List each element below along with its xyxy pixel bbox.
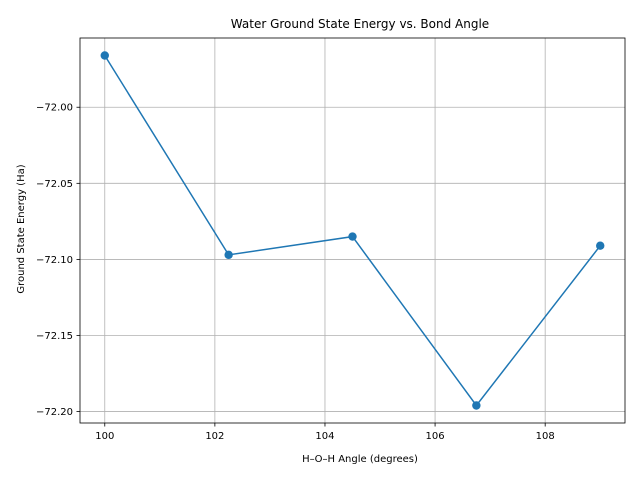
x-axis-label: H–O–H Angle (degrees) — [302, 454, 418, 465]
x-tick-label: 108 — [536, 431, 555, 442]
chart-title: Water Ground State Energy vs. Bond Angle — [231, 17, 489, 31]
y-tick-label: −72.20 — [36, 407, 73, 418]
data-point — [596, 241, 605, 250]
plot-area-frame — [79, 37, 626, 424]
data-point — [100, 51, 109, 60]
data-point — [472, 401, 481, 410]
x-tick-label: 100 — [95, 431, 114, 442]
data-point — [224, 250, 233, 260]
x-tick-label: 104 — [315, 431, 334, 442]
x-axis-ticks: 100 102 104 106 108 — [95, 423, 555, 442]
data-point — [348, 232, 357, 241]
x-tick-label: 106 — [426, 431, 445, 442]
data-series — [100, 51, 605, 410]
y-tick-label: −72.15 — [36, 331, 73, 342]
x-tick-label: 102 — [205, 431, 224, 442]
y-axis-label: Ground State Energy (Ha) — [16, 164, 27, 293]
y-axis-ticks: −72.20 −72.15 −72.10 −72.05 −72.00 — [36, 103, 80, 418]
grid-lines — [80, 38, 625, 423]
y-tick-label: −72.10 — [36, 255, 73, 266]
y-tick-label: −72.05 — [36, 179, 73, 190]
y-tick-label: −72.00 — [36, 103, 73, 114]
